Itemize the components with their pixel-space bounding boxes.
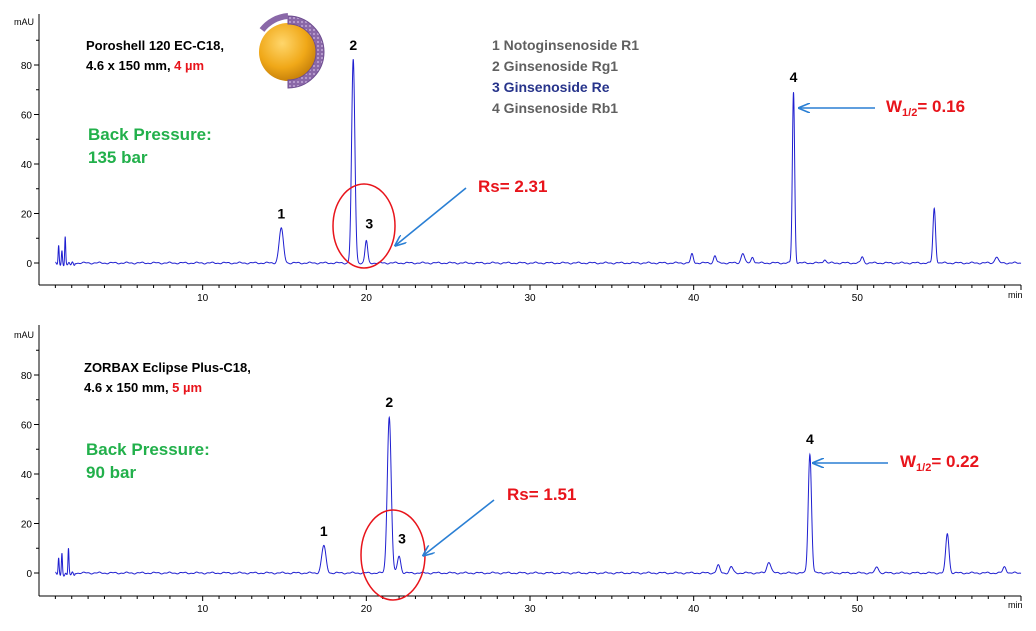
x-tick-label: 50 xyxy=(852,293,864,304)
particle-shell xyxy=(287,15,325,89)
peak-label-2: 2 xyxy=(349,37,357,53)
peak-label-3: 3 xyxy=(398,531,406,547)
axes-bottom: 0 20 40 60 80 10 20 30 40 50 xyxy=(21,325,1022,615)
y-tick-label: 20 xyxy=(21,210,33,221)
back-pressure-label-top: Back Pressure: xyxy=(88,125,212,144)
column-dims-bottom: 4.6 x 150 mm, xyxy=(84,380,172,395)
y-tick-label: 60 xyxy=(21,111,33,122)
x-tick-label: 40 xyxy=(688,604,700,615)
rs-highlight-circle-top xyxy=(332,183,396,269)
legend: 1 Notoginsenoside R1 2 Ginsenoside Rg1 3… xyxy=(492,37,639,116)
y-tick-label: 40 xyxy=(21,470,33,481)
peak-labels-bottom: 1 2 3 4 xyxy=(320,394,814,547)
legend-item-2: 2 Ginsenoside Rg1 xyxy=(492,58,618,74)
column-spec-top: 4.6 x 150 mm, 4 µm xyxy=(86,58,204,73)
x-tick-label: 10 xyxy=(197,604,209,615)
x-tick-label: 20 xyxy=(361,604,373,615)
x-axis-unit-top: min xyxy=(1008,290,1023,300)
peak-labels-top: 1 2 3 4 xyxy=(277,37,797,232)
x-tick-label: 40 xyxy=(688,293,700,304)
back-pressure-value-bottom: 90 bar xyxy=(86,463,136,482)
w-half-value-top: W1/2= 0.16 xyxy=(886,97,965,119)
peak-label-2: 2 xyxy=(385,394,393,410)
rs-value-bottom: Rs= 1.51 xyxy=(507,485,576,504)
peak-label-3: 3 xyxy=(365,216,373,232)
w-half-value-bottom: W1/2= 0.22 xyxy=(900,452,979,474)
y-tick-label: 40 xyxy=(21,160,33,171)
rs-arrow-bottom xyxy=(424,499,495,555)
w-half-symbol-bottom: W xyxy=(900,452,917,471)
axes-top: 0 20 40 60 80 10 20 30 40 50 xyxy=(21,14,1022,304)
x-tick-label: 10 xyxy=(197,293,209,304)
x-axis-unit-bottom: min xyxy=(1008,600,1023,610)
chromatogram-top: 0 20 40 60 80 10 20 30 40 50 1 2 3 4 mAU min Poroshe… xyxy=(14,13,1023,304)
y-tick-label: 0 xyxy=(26,259,32,270)
w-half-symbol-top: W xyxy=(886,97,903,116)
x-tick-label: 30 xyxy=(524,604,536,615)
legend-item-3: 3 Ginsenoside Re xyxy=(492,79,610,95)
column-dims-top: 4.6 x 150 mm, xyxy=(86,58,174,73)
x-tick-label: 50 xyxy=(852,604,864,615)
w-half-number-top: = 0.16 xyxy=(917,97,965,116)
peak-label-4: 4 xyxy=(806,431,814,447)
y-axis-unit-bottom: mAU xyxy=(14,330,34,340)
trace-bottom xyxy=(55,415,1022,577)
back-pressure-value-top: 135 bar xyxy=(88,148,148,167)
w-half-subscript-top: 1/2 xyxy=(902,107,917,119)
y-axis-unit-top: mAU xyxy=(14,17,34,27)
y-tick-label: 0 xyxy=(26,569,32,580)
peak-label-1: 1 xyxy=(320,523,328,539)
rs-value-top: Rs= 2.31 xyxy=(478,177,547,196)
column-name-top: Poroshell 120 EC-C18, xyxy=(86,38,224,53)
x-tick-label: 30 xyxy=(524,293,536,304)
legend-item-4: 4 Ginsenoside Rb1 xyxy=(492,100,618,116)
back-pressure-label-bottom: Back Pressure: xyxy=(86,440,210,459)
peak-label-4: 4 xyxy=(790,69,798,85)
particle-shell-top xyxy=(259,13,289,32)
particle-illustration xyxy=(259,13,325,89)
column-name-bottom: ZORBAX Eclipse Plus-C18, xyxy=(84,360,251,375)
chromatogram-bottom: 0 20 40 60 80 10 20 30 40 50 1 2 3 4 mAU min ZORBAX … xyxy=(14,325,1023,615)
y-tick-label: 20 xyxy=(21,520,33,531)
y-tick-label: 60 xyxy=(21,421,33,432)
w-half-subscript-bottom: 1/2 xyxy=(916,462,931,474)
column-particle-top: 4 µm xyxy=(174,58,204,73)
y-tick-label: 80 xyxy=(21,61,33,72)
w-half-number-bottom: = 0.22 xyxy=(931,452,979,471)
particle-core xyxy=(259,23,317,81)
y-tick-label: 80 xyxy=(21,371,33,382)
rs-arrow-top xyxy=(396,187,467,245)
column-spec-bottom: 4.6 x 150 mm, 5 µm xyxy=(84,380,202,395)
peak-label-1: 1 xyxy=(277,205,285,221)
x-tick-label: 20 xyxy=(361,293,373,304)
column-particle-bottom: 5 µm xyxy=(172,380,202,395)
trace-top xyxy=(55,59,1022,267)
legend-item-1: 1 Notoginsenoside R1 xyxy=(492,37,639,53)
